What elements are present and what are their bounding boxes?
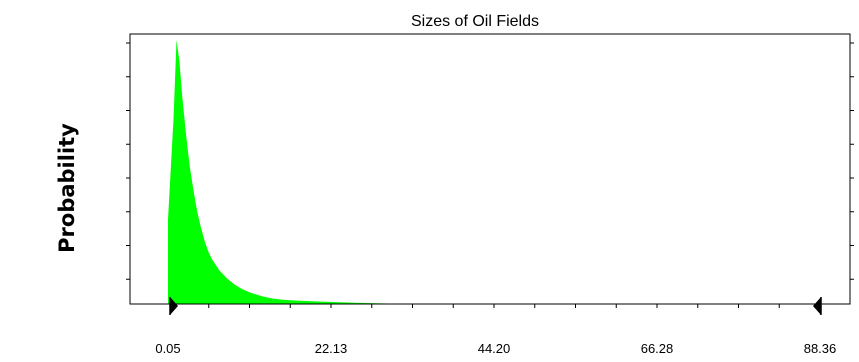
x-tick-label: 22.13 [315,341,348,356]
x-tick-label: 66.28 [641,341,674,356]
left-range-marker-icon [170,297,178,315]
x-tick-label: 44.20 [478,341,511,356]
plot-frame [129,33,851,305]
y-axis-label: Probability [55,123,79,253]
right-range-marker-icon [813,297,821,315]
area-series [168,40,820,304]
chart-title: Sizes of Oil Fields [411,13,539,30]
x-tick-label: 0.05 [155,341,180,356]
x-tick-label: 88.36 [804,341,837,356]
